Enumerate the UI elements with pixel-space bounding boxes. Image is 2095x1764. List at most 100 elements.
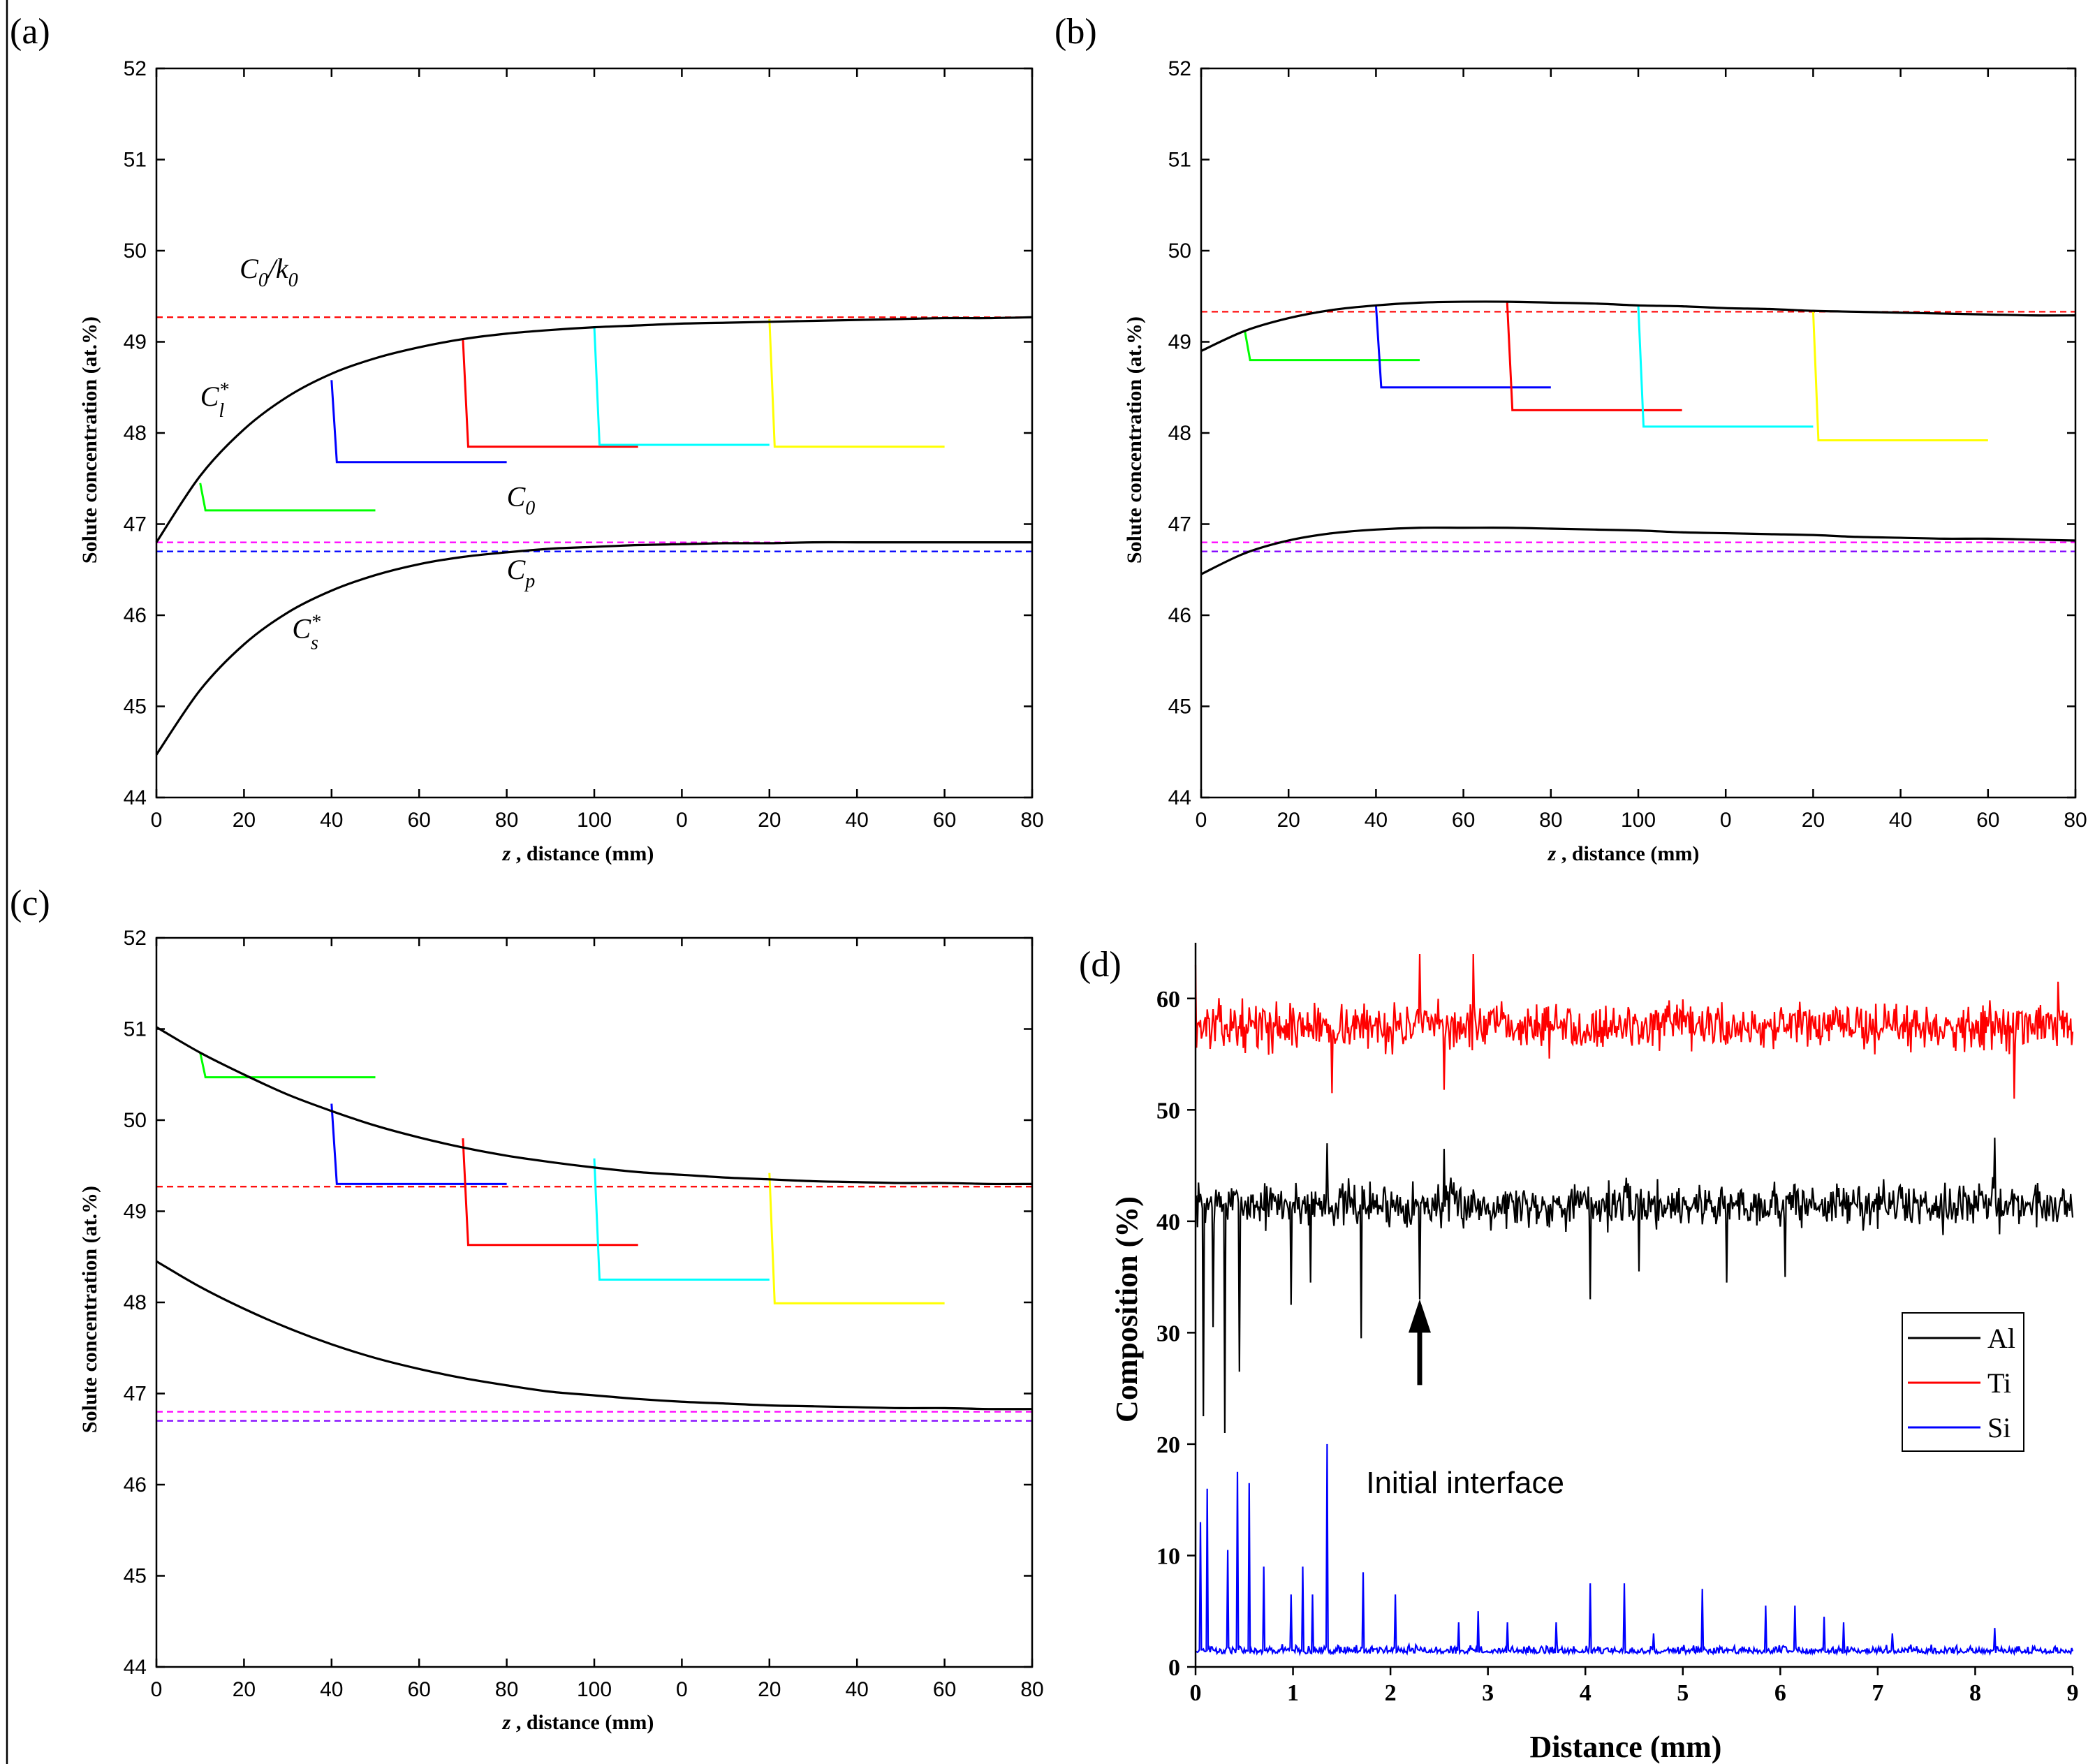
y-axis-title-d: Composition (%)	[1110, 1196, 1144, 1423]
x-axis-title-d: Distance (mm)	[1530, 1730, 1722, 1764]
panel-label-d: (d)	[1079, 945, 1122, 985]
curve-annotation-0: C0/k0	[240, 253, 298, 291]
y-tick-label: 45	[124, 696, 147, 719]
y-tick-label: 20	[1156, 1432, 1180, 1458]
step-profile-4	[1811, 311, 1988, 441]
curve-cs-star	[155, 541, 1032, 756]
x-tick-label: 0	[151, 1678, 163, 1701]
curve-cl-star	[156, 1026, 1033, 1186]
panel-label-a: (a)	[10, 12, 50, 52]
step-profile-1	[1374, 305, 1551, 389]
x-tick-label: 3	[1482, 1680, 1494, 1706]
x-tick-label: 0	[676, 1678, 688, 1701]
curve-cl-star	[1200, 300, 2076, 353]
y-tick-label: 51	[1168, 149, 1191, 172]
x-axis-var-b: z	[1548, 842, 1557, 865]
x-tick-label: 1	[1287, 1680, 1299, 1706]
legend: Al Ti Si	[1902, 1312, 2024, 1452]
panel-c: (c) Solute concentration (at.%) z , dist…	[10, 883, 1044, 1734]
x-tick-label: 40	[846, 1678, 869, 1701]
x-tick-label: 20	[758, 1678, 781, 1701]
y-tick-label: 46	[124, 604, 147, 627]
curve-annotation-4: C* s	[292, 612, 321, 654]
step-profile-2	[462, 1138, 638, 1247]
x-axis-rest-a: , distance (mm)	[510, 842, 654, 865]
x-axis-title-b: z , distance (mm)	[1548, 842, 1700, 865]
step-profile-2	[1506, 302, 1682, 411]
y-tick-label: 46	[1168, 604, 1191, 627]
series-ti	[1194, 953, 2074, 1099]
step-profile-0	[199, 483, 376, 512]
x-tick-label: 80	[495, 809, 518, 832]
legend-label-al: Al	[1987, 1323, 2015, 1354]
y-tick-label: 48	[1168, 422, 1191, 445]
curve-cl-star	[155, 316, 1033, 543]
x-axis-var-c: z	[502, 1711, 511, 1734]
series-al	[1195, 1138, 2074, 1434]
y-tick-label: 44	[124, 786, 147, 809]
y-tick-label: 51	[124, 1018, 147, 1041]
interface-arrow-head	[1408, 1299, 1431, 1333]
y-tick-label: 47	[1168, 513, 1191, 536]
x-tick-label: 100	[577, 809, 612, 832]
y-tick-label: 52	[1168, 57, 1191, 80]
y-tick-label: 48	[124, 422, 147, 445]
panel-label-b: (b)	[1054, 12, 1097, 52]
x-tick-label: 80	[1020, 809, 1043, 832]
x-tick-label: 20	[1277, 809, 1300, 832]
x-tick-label: 100	[577, 1678, 612, 1701]
plot-frame	[1200, 67, 2077, 799]
y-tick-label: 50	[124, 1109, 147, 1132]
x-tick-label: 80	[495, 1678, 518, 1701]
x-tick-label: 40	[320, 1678, 343, 1701]
legend-label-si: Si	[1987, 1412, 2011, 1443]
panel-label-c: (c)	[10, 883, 50, 923]
x-tick-label: 0	[676, 809, 688, 832]
y-tick-label: 45	[1168, 696, 1191, 719]
x-tick-label: 60	[933, 1678, 956, 1701]
y-tick-label: 49	[1168, 331, 1191, 354]
y-tick-label: 50	[124, 240, 147, 263]
curve-cs-star	[1200, 526, 2076, 575]
x-tick-label: 4	[1580, 1680, 1592, 1706]
x-axis-title-a: z , distance (mm)	[502, 842, 654, 865]
x-tick-label: 20	[758, 809, 781, 832]
x-tick-label: 80	[1539, 809, 1562, 832]
x-tick-label: 20	[233, 1678, 256, 1701]
y-tick-label: 0	[1168, 1655, 1180, 1681]
x-tick-label: 60	[1976, 809, 1999, 832]
y-tick-label: 45	[124, 1565, 147, 1588]
step-profile-4	[768, 318, 945, 448]
x-axis-var-a: z	[502, 842, 511, 865]
x-tick-label: 5	[1677, 1680, 1689, 1706]
x-tick-label: 0	[1196, 809, 1207, 832]
x-tick-label: 80	[1020, 1678, 1043, 1701]
step-profile-2	[462, 339, 638, 448]
step-profile-4	[768, 1173, 945, 1304]
step-profile-3	[593, 1158, 770, 1281]
step-profile-0	[1244, 330, 1420, 362]
x-tick-label: 60	[408, 809, 431, 832]
y-axis-title-a: Solute concentration (at.%)	[78, 316, 101, 564]
x-tick-label: 40	[320, 809, 343, 832]
initial-interface-label: Initial interface	[1366, 1466, 1564, 1500]
y-tick-label: 49	[124, 1200, 147, 1223]
x-tick-label: 7	[1872, 1680, 1883, 1706]
step-profile-1	[330, 380, 507, 464]
y-tick-label: 52	[124, 57, 147, 80]
y-axis-title-c: Solute concentration (at.%)	[78, 1186, 101, 1433]
plot-area-b: 44 45 46 47 48 49 50 51 52 0 20 40 60 80 100 0 20 40 60 80	[1168, 57, 2087, 832]
series-si	[1195, 1443, 2074, 1657]
step-profile-3	[593, 326, 770, 446]
x-tick-label: 100	[1621, 809, 1656, 832]
x-tick-label: 60	[408, 1678, 431, 1701]
x-tick-label: 0	[1190, 1680, 1202, 1706]
y-tick-label: 30	[1156, 1321, 1180, 1346]
panel-b: (b) Solute concentration (at.%) z , dist…	[1054, 12, 2087, 865]
step-profile-1	[330, 1103, 507, 1185]
x-tick-label: 0	[1720, 809, 1732, 832]
plot-area-c: 44 45 46 47 48 49 50 51 52 0 20 40 60 80 100 0 20 40 60 80	[124, 927, 1044, 1701]
x-axis-title-c: z , distance (mm)	[502, 1711, 654, 1734]
y-tick-label: 50	[1156, 1098, 1180, 1124]
